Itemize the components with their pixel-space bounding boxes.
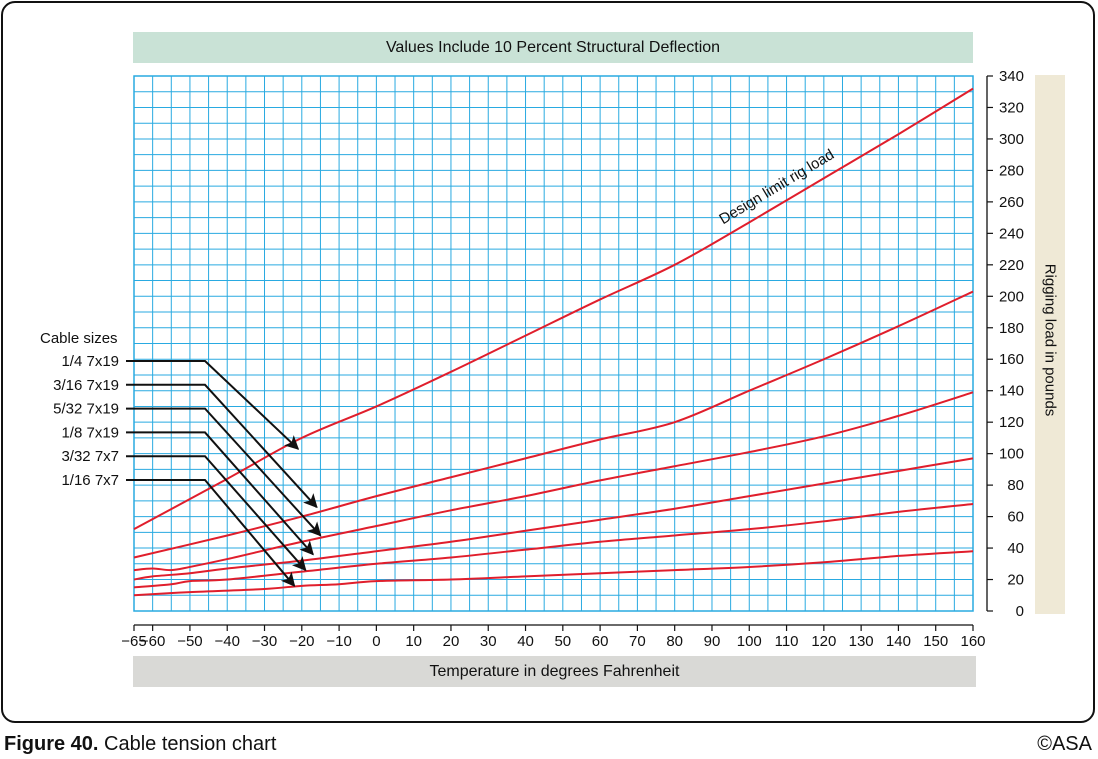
x-tick-label: 70	[629, 633, 646, 650]
x-tick-label: −20	[289, 633, 314, 650]
series-line-3-32-7x7	[133, 503, 974, 589]
legend-label: 1/16 7x7	[61, 472, 119, 489]
x-tick-label: 110	[775, 633, 799, 650]
y-tick-label: 120	[999, 414, 1024, 431]
x-tick-label: 30	[480, 633, 497, 650]
x-tick-label: −10	[326, 633, 351, 650]
series-line-5-32-7x19	[133, 391, 974, 572]
y-tick-label: 40	[1007, 540, 1024, 557]
figure-caption: Figure 40. Cable tension chart	[4, 733, 276, 756]
y-tick-label: 240	[999, 225, 1024, 242]
series-line-3-16-7x19	[133, 290, 974, 559]
legend-leader-arrow	[126, 383, 318, 509]
x-tick-label: 120	[811, 633, 836, 650]
y-axis-label-panel	[1035, 75, 1065, 614]
legend-label: 3/32 7x7	[61, 448, 119, 465]
x-tick-label: 60	[592, 633, 609, 650]
x-tick-label: −65	[121, 633, 146, 650]
legend-leader-arrow	[126, 479, 296, 587]
x-tick-label: 160	[960, 633, 985, 650]
y-tick-label: 20	[1007, 572, 1024, 589]
y-tick-label: 320	[999, 99, 1024, 116]
x-tick-label: 80	[666, 633, 683, 650]
x-tick-label: 10	[405, 633, 422, 650]
legend-leader-arrow	[126, 431, 314, 556]
figure-title: Cable tension chart	[104, 733, 277, 755]
x-tick-label: 50	[554, 633, 571, 650]
y-tick-label: 300	[999, 131, 1024, 148]
y-tick-label: 200	[999, 288, 1024, 305]
x-tick-label: 40	[517, 633, 534, 650]
x-tick-label: 130	[849, 633, 874, 650]
y-tick-label: 140	[999, 383, 1024, 400]
x-tick-label: 140	[886, 633, 911, 650]
y-tick-label: 260	[999, 194, 1024, 211]
legend-label: 3/16 7x19	[53, 377, 119, 394]
series-line-1-16-7x7	[133, 550, 974, 597]
figure-number: Figure 40.	[4, 733, 99, 755]
x-axis-label: Temperature in degrees Fahrenheit	[133, 656, 976, 687]
legend-title: Cable sizes	[40, 330, 118, 347]
copyright-notice: ©ASA	[1037, 733, 1092, 755]
chart-title: Values Include 10 Percent Structural Def…	[133, 32, 973, 63]
series-line-1-8-7x19	[133, 457, 974, 581]
plot-border	[133, 75, 974, 612]
x-tick-label: 20	[443, 633, 460, 650]
legend-leader-arrow	[126, 407, 322, 537]
legend-label: 5/32 7x19	[53, 401, 119, 418]
x-tick-label: 90	[704, 633, 721, 650]
y-tick-label: 340	[999, 68, 1024, 85]
legend-label: 1/8 7x19	[61, 424, 119, 441]
y-tick-label: 180	[999, 320, 1024, 337]
y-tick-label: 0	[1016, 603, 1024, 620]
y-tick-label: 220	[999, 257, 1024, 274]
y-tick-label: 280	[999, 162, 1024, 179]
x-tick-label: 150	[923, 633, 948, 650]
x-tick-label: −60	[140, 633, 165, 650]
x-tick-label: 0	[372, 633, 380, 650]
curve-annotation: Design limit rig load	[716, 146, 837, 228]
legend-leader-arrow	[126, 360, 300, 450]
legend-leader-arrow	[126, 455, 307, 572]
y-tick-label: 80	[1007, 477, 1024, 494]
y-tick-label: 60	[1007, 509, 1024, 526]
x-tick-label: −30	[252, 633, 277, 650]
x-tick-label: −40	[214, 633, 239, 650]
cable-tension-chart: −65−60 −50 −40 −30 −20 −10 0 10 20 30 40 50 60 70 80 90…	[40, 68, 1024, 650]
legend-label: 1/4 7x19	[61, 353, 119, 370]
y-tick-label: 100	[999, 446, 1024, 463]
x-tick-label: 100	[737, 633, 762, 650]
y-tick-label: 160	[999, 351, 1024, 368]
x-tick-label: −50	[177, 633, 202, 650]
